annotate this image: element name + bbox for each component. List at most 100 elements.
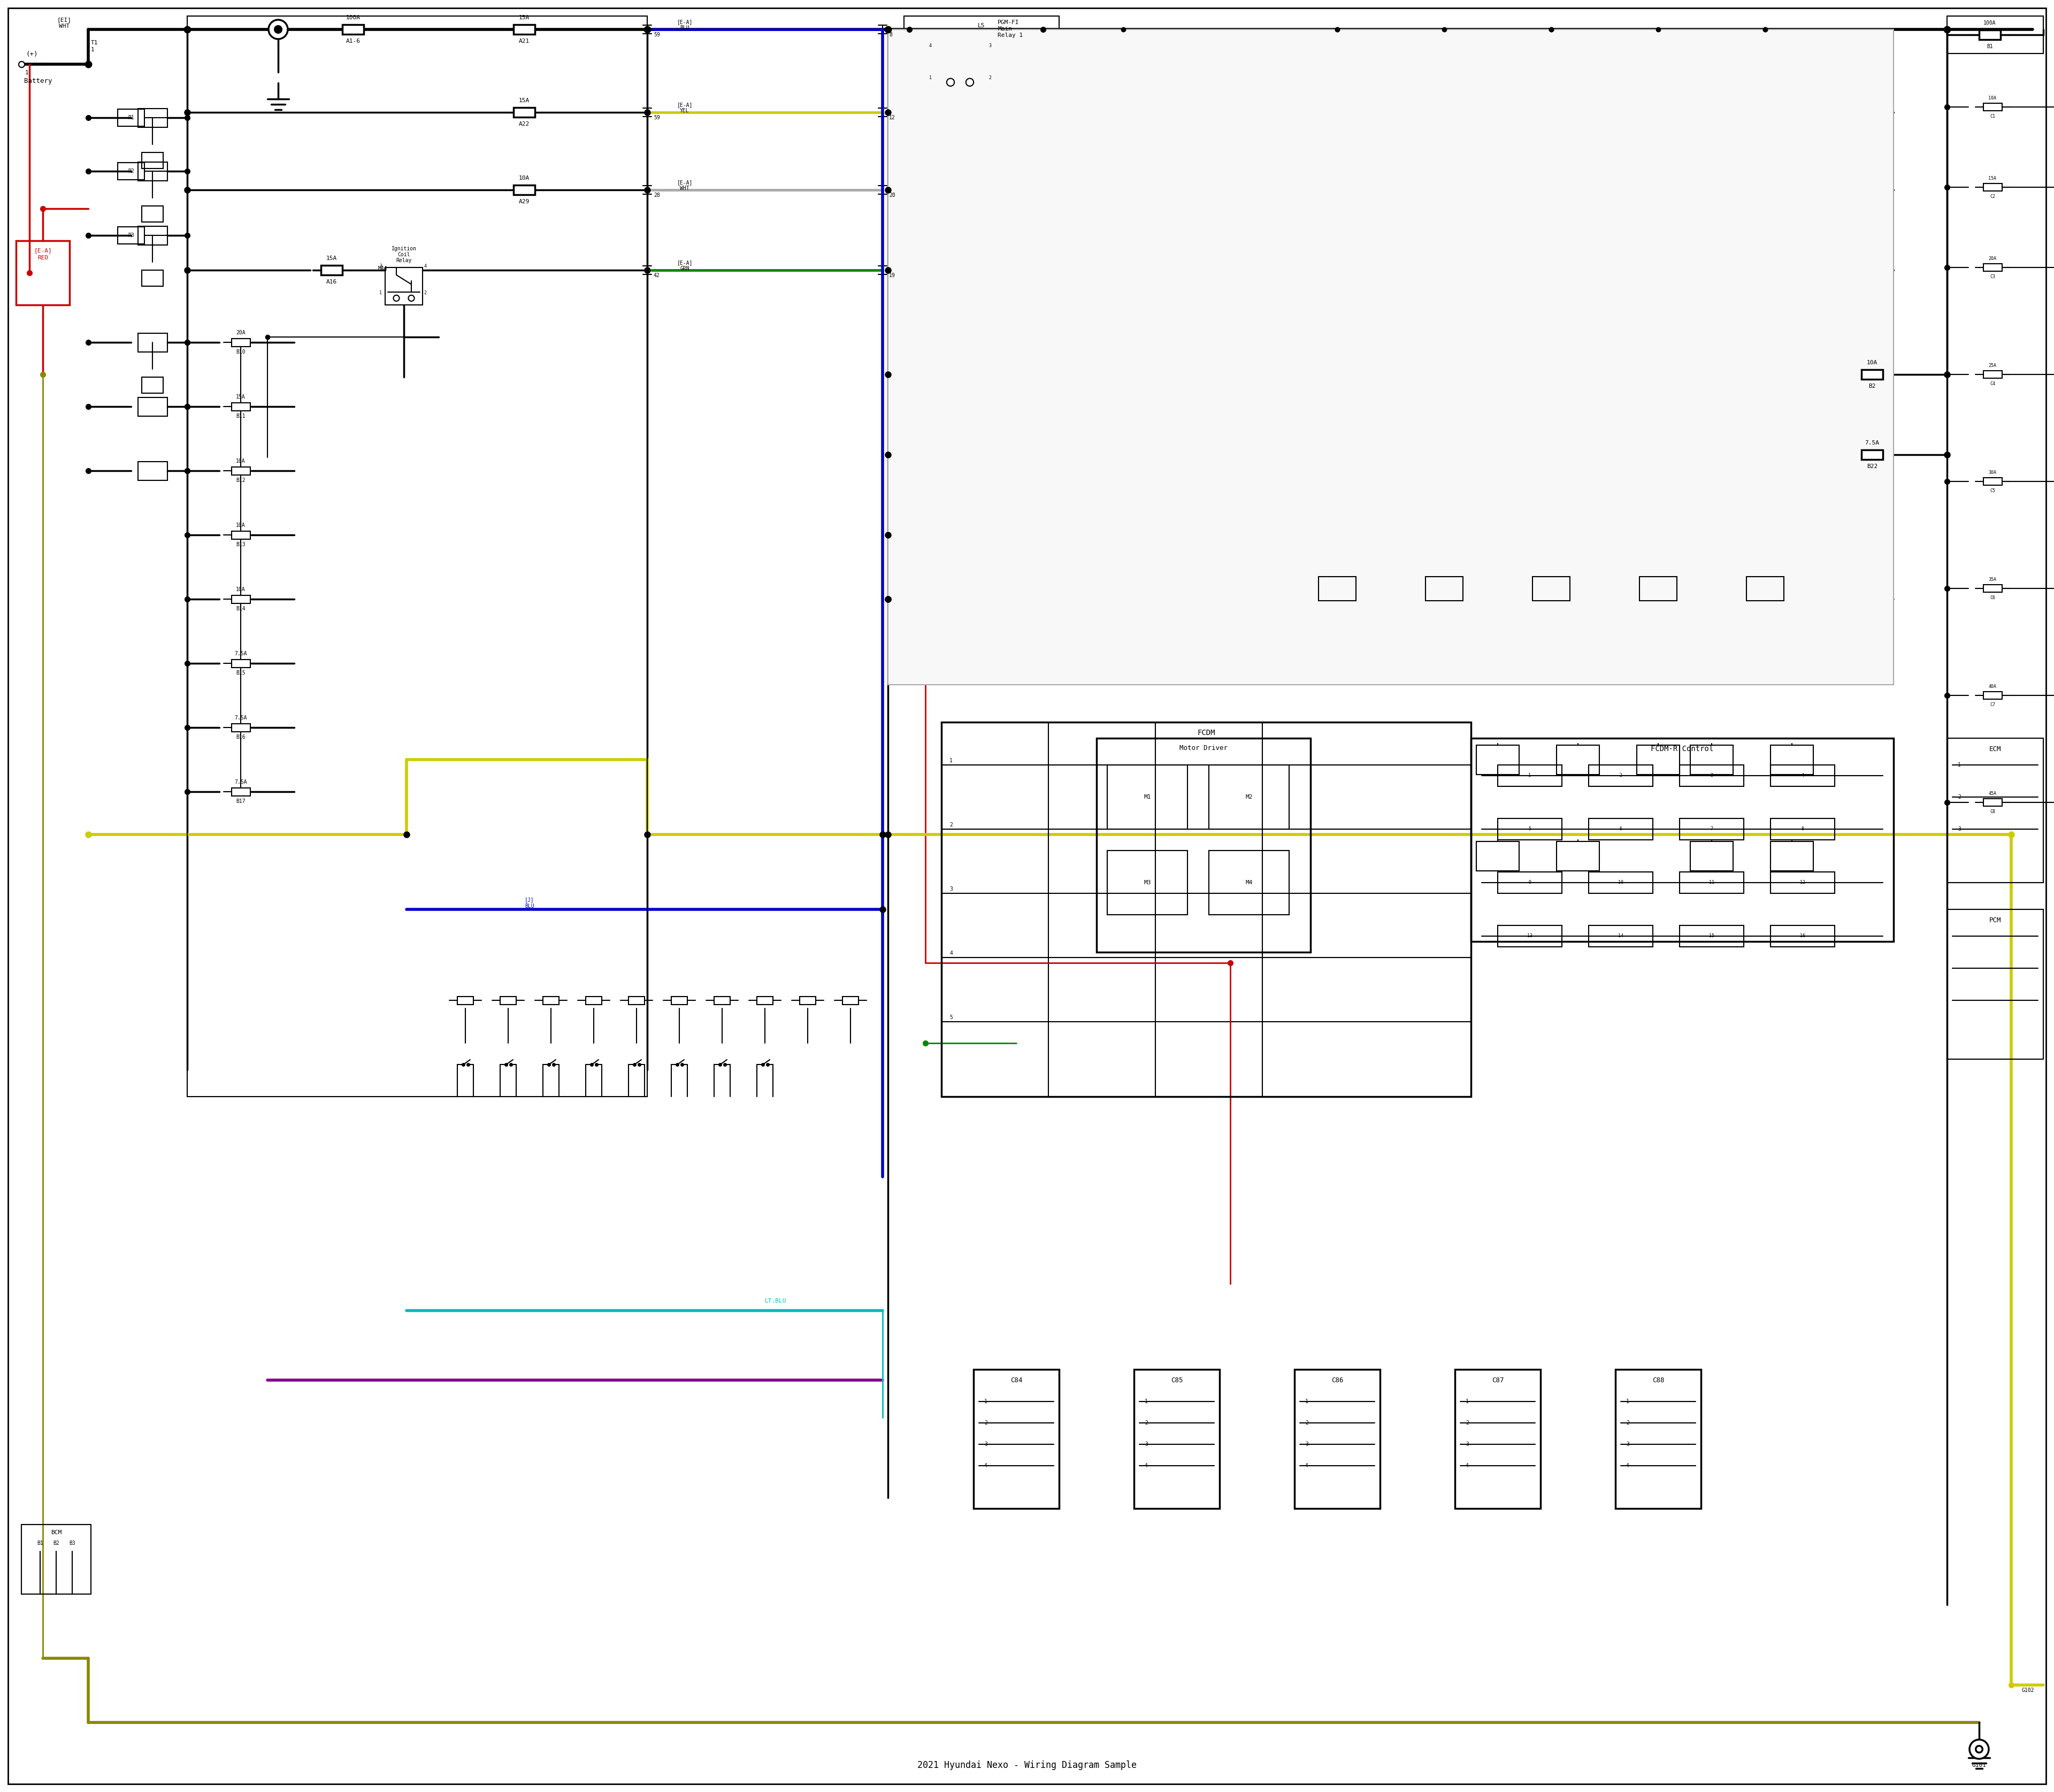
Text: 3: 3	[380, 263, 382, 269]
Text: 6: 6	[1619, 826, 1623, 831]
Text: 16: 16	[1799, 934, 1805, 939]
Text: BLU: BLU	[526, 903, 534, 909]
Bar	[974, 1369, 1060, 1509]
Bar	[1477, 840, 1520, 871]
Bar	[672, 996, 688, 1004]
Text: A22: A22	[520, 122, 530, 127]
Text: 5: 5	[1528, 826, 1530, 831]
Bar	[1746, 577, 1783, 600]
Bar	[142, 152, 162, 168]
Text: 1: 1	[25, 70, 29, 75]
Bar	[1947, 16, 2044, 54]
Bar	[1690, 840, 1734, 871]
Text: PCM: PCM	[1988, 916, 2001, 923]
Bar	[1294, 1369, 1380, 1509]
Text: 2: 2	[1627, 1421, 1629, 1426]
Text: 20: 20	[889, 192, 896, 197]
Text: ECM: ECM	[1988, 745, 2001, 753]
Text: A16: A16	[327, 280, 337, 285]
Text: C85: C85	[1171, 1376, 1183, 1383]
Bar	[1947, 909, 2044, 1059]
Bar	[1210, 765, 1290, 830]
Bar	[1680, 765, 1744, 787]
Bar	[232, 403, 251, 410]
Text: Motor Driver: Motor Driver	[1179, 744, 1228, 751]
Bar	[1319, 577, 1356, 600]
Text: 2: 2	[1144, 1421, 1148, 1426]
Text: 1: 1	[1467, 1400, 1469, 1405]
Text: BCM: BCM	[51, 1530, 62, 1536]
Bar	[1557, 840, 1600, 871]
Text: Ignition: Ignition	[390, 246, 417, 251]
Bar	[386, 267, 423, 305]
Text: C88: C88	[1651, 1376, 1664, 1383]
Bar	[1771, 925, 1834, 946]
Bar	[1134, 1369, 1220, 1509]
Text: C84: C84	[1011, 1376, 1023, 1383]
Bar	[1690, 745, 1734, 774]
Text: 4: 4	[1144, 1462, 1148, 1468]
Bar	[585, 996, 602, 1004]
Text: M3: M3	[1144, 880, 1150, 885]
Text: B2: B2	[53, 1541, 60, 1546]
Bar	[138, 333, 166, 351]
Text: 3: 3	[1467, 1441, 1469, 1446]
Text: 45A: 45A	[1988, 790, 1996, 796]
Text: B1: B1	[1986, 43, 1992, 48]
Text: 15A: 15A	[520, 99, 530, 104]
Text: B14: B14	[236, 606, 244, 611]
Bar	[1210, 851, 1290, 914]
Text: 40A: 40A	[1988, 685, 1996, 688]
Text: 10A: 10A	[236, 523, 244, 529]
Bar	[16, 240, 70, 305]
Text: 4: 4	[423, 263, 427, 269]
Bar	[187, 16, 647, 1097]
Text: 13: 13	[1526, 934, 1532, 939]
Bar	[542, 996, 559, 1004]
Bar	[499, 996, 516, 1004]
Text: WHT: WHT	[680, 186, 690, 192]
Text: 1: 1	[928, 75, 933, 81]
Text: 4: 4	[1304, 1462, 1308, 1468]
Text: C4: C4	[1990, 382, 1994, 385]
Bar	[715, 996, 729, 1004]
Text: Relay: Relay	[396, 258, 411, 263]
Bar	[1982, 478, 2003, 486]
Bar	[842, 996, 859, 1004]
Bar	[941, 722, 1471, 1097]
Text: B17: B17	[236, 799, 244, 805]
Circle shape	[947, 79, 955, 86]
Bar	[1771, 745, 1814, 774]
Text: 1: 1	[380, 290, 382, 296]
Bar	[1614, 1369, 1701, 1509]
Text: 3: 3	[1627, 1441, 1629, 1446]
Text: M44: M44	[378, 265, 386, 271]
Text: 42: 42	[653, 272, 659, 278]
Text: 2: 2	[423, 290, 427, 296]
Bar	[232, 530, 251, 539]
Bar	[514, 25, 534, 34]
Bar	[1532, 577, 1569, 600]
Text: [E-A]: [E-A]	[678, 260, 692, 265]
Text: C87: C87	[1491, 1376, 1504, 1383]
Bar	[1771, 765, 1834, 787]
Text: R1: R1	[127, 115, 134, 120]
Bar	[1588, 925, 1653, 946]
Text: L5: L5	[978, 23, 986, 29]
Bar	[138, 108, 166, 127]
Text: PGM-FI: PGM-FI	[998, 20, 1019, 25]
Text: 1: 1	[1304, 1400, 1308, 1405]
Text: 1: 1	[1627, 1400, 1629, 1405]
Text: 2: 2	[1304, 1421, 1308, 1426]
Bar	[1982, 371, 2003, 378]
Bar	[1771, 819, 1834, 840]
Text: 4: 4	[1801, 772, 1803, 778]
Text: YEL: YEL	[680, 108, 690, 113]
Text: 10A: 10A	[236, 586, 244, 591]
Text: 2: 2	[949, 823, 953, 828]
Text: 19: 19	[889, 272, 896, 278]
Text: Relay 1: Relay 1	[998, 32, 1023, 38]
Bar	[232, 724, 251, 731]
Bar	[1097, 738, 1310, 952]
Text: B2: B2	[1869, 383, 1875, 389]
